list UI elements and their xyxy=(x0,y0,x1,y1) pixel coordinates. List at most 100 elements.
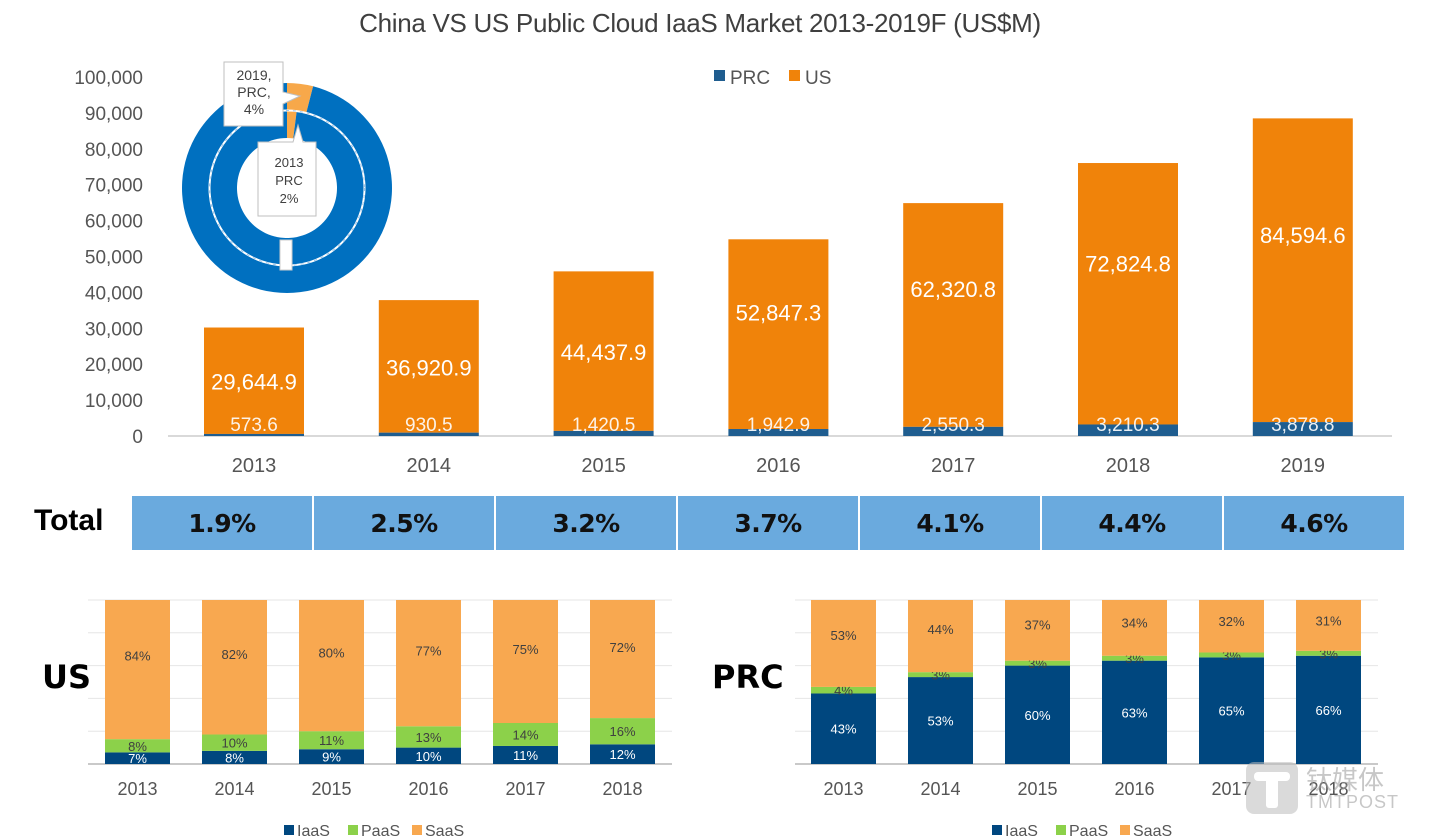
total-cell-2014: 2.5% xyxy=(314,496,496,550)
us-mix-label: US xyxy=(42,658,92,696)
us-bar xyxy=(553,271,654,431)
x-tick-label: 2016 xyxy=(1114,779,1154,799)
callout-2019-text: PRC, xyxy=(237,84,270,100)
donut-chart: 2019,PRC,4% 2013 PRC 2% xyxy=(182,61,392,293)
paas-segment xyxy=(299,731,364,750)
legend-swatch-iaas xyxy=(284,825,294,835)
us-data-label: 36,920.9 xyxy=(386,355,472,380)
x-axis-ticks: 2013 2014 2015 2016 2017 2018 2019 xyxy=(232,455,1325,477)
paas-segment xyxy=(396,726,461,748)
us-data-label: 44,437.9 xyxy=(561,340,647,365)
legend-label-iaas: IaaS xyxy=(297,823,330,840)
saas-segment xyxy=(202,600,267,735)
prc-bar xyxy=(204,433,304,436)
saas-segment xyxy=(1296,600,1361,651)
x-tick-label: 2014 xyxy=(214,779,254,799)
x-tick-label: 2013 xyxy=(823,779,863,799)
iaas-data-label: 66% xyxy=(1315,703,1341,718)
bars: 29,644.9 573.6 36,920.9 930.5 44,437.9 1,420.… xyxy=(204,118,1353,436)
callout-2013-text: 2% xyxy=(280,191,299,206)
iaas-segment xyxy=(493,745,558,764)
iaas-segment xyxy=(1005,665,1070,764)
x-tick-label: 2015 xyxy=(311,779,351,799)
donut-gap-marker xyxy=(279,239,293,271)
donut-slice-2013-prc xyxy=(287,111,297,139)
callout-2019-text: 4% xyxy=(244,101,264,117)
iaas-data-label: 53% xyxy=(927,714,953,729)
saas-data-label: 31% xyxy=(1315,613,1341,628)
iaas-data-label: 63% xyxy=(1121,705,1147,720)
x-tick-label: 2017 xyxy=(931,455,976,477)
saas-data-label: 53% xyxy=(830,628,856,643)
total-cell-2013: 1.9% xyxy=(132,496,314,550)
total-cell-2017: 4.1% xyxy=(860,496,1042,550)
prc-data-label: 3,878.8 xyxy=(1271,415,1334,436)
total-cell-2015: 3.2% xyxy=(496,496,678,550)
legend-swatch-us xyxy=(789,70,800,81)
total-cell-2016: 3.7% xyxy=(678,496,860,550)
iaas-data-label: 7% xyxy=(128,751,147,766)
legend-swatch-paas xyxy=(348,825,358,835)
us-bar xyxy=(728,239,829,430)
total-share-row: Total 1.9% 2.5% 3.2% 3.7% 4.1% 4.4% 4.6% xyxy=(0,496,1439,552)
saas-data-label: 34% xyxy=(1121,615,1147,630)
paas-segment xyxy=(908,672,973,678)
saas-data-label: 84% xyxy=(124,649,150,664)
legend-label-paas: PaaS xyxy=(1069,823,1108,840)
saas-segment xyxy=(493,600,558,723)
us-bar xyxy=(1078,163,1178,425)
prc-data-label: 2,550.3 xyxy=(921,415,984,436)
prc-data-label: 1,942.9 xyxy=(747,415,810,436)
legend-label-prc: PRC xyxy=(730,68,770,89)
iaas-segment xyxy=(202,750,267,764)
legend-swatch-saas xyxy=(1120,825,1130,835)
saas-segment xyxy=(1005,600,1070,661)
prc-mix-label: PRC xyxy=(712,658,784,696)
paas-segment xyxy=(202,734,267,751)
legend-swatch-prc xyxy=(714,70,725,81)
us-bar xyxy=(204,327,304,434)
x-tick-label: 2018 xyxy=(602,779,642,799)
us-bar xyxy=(378,300,479,433)
iaas-segment xyxy=(105,752,170,764)
saas-segment xyxy=(811,600,876,687)
paas-segment xyxy=(1102,655,1167,661)
y-tick-label: 70,000 xyxy=(85,176,143,197)
y-tick-label: 20,000 xyxy=(85,355,143,376)
x-tick-label: 2015 xyxy=(581,455,626,477)
prc-data-label: 3,210.3 xyxy=(1096,415,1159,436)
y-tick-label: 10,000 xyxy=(85,391,143,412)
x-tick-label: 2015 xyxy=(1017,779,1057,799)
saas-segment xyxy=(396,600,461,727)
paas-data-label: 4% xyxy=(834,683,853,698)
iaas-data-label: 8% xyxy=(225,750,244,765)
paas-segment xyxy=(105,739,170,753)
legend-label-iaas: IaaS xyxy=(1005,823,1038,840)
iaas-data-label: 12% xyxy=(609,747,635,762)
saas-data-label: 72% xyxy=(609,640,635,655)
legend-label-us: US xyxy=(805,68,831,89)
paas-segment xyxy=(1296,650,1361,656)
iaas-segment xyxy=(590,744,655,764)
legend-label-saas: SaaS xyxy=(425,823,464,840)
prc-bar xyxy=(378,432,479,436)
paas-data-label: 10% xyxy=(221,736,247,751)
x-tick-label: 2017 xyxy=(505,779,545,799)
legend-label-saas: SaaS xyxy=(1133,823,1172,840)
total-cell-2019: 4.6% xyxy=(1224,496,1406,550)
prc-data-label: 1,420.5 xyxy=(572,415,635,436)
saas-segment xyxy=(1199,600,1264,653)
donut-slice-2019-prc xyxy=(287,83,314,112)
saas-segment xyxy=(299,600,364,732)
callout-2013-text: 2013 xyxy=(275,155,304,170)
saas-data-label: 80% xyxy=(318,645,344,660)
iaas-segment xyxy=(1296,655,1361,764)
paas-data-label: 8% xyxy=(128,739,147,754)
iaas-segment xyxy=(908,677,973,764)
us-data-label: 52,847.3 xyxy=(736,300,822,325)
y-tick-label: 30,000 xyxy=(85,319,143,340)
prc-data-label: 930.5 xyxy=(405,415,453,436)
x-tick-label: 2018 xyxy=(1308,779,1348,799)
iaas-segment xyxy=(299,749,364,764)
iaas-segment xyxy=(1199,657,1264,764)
